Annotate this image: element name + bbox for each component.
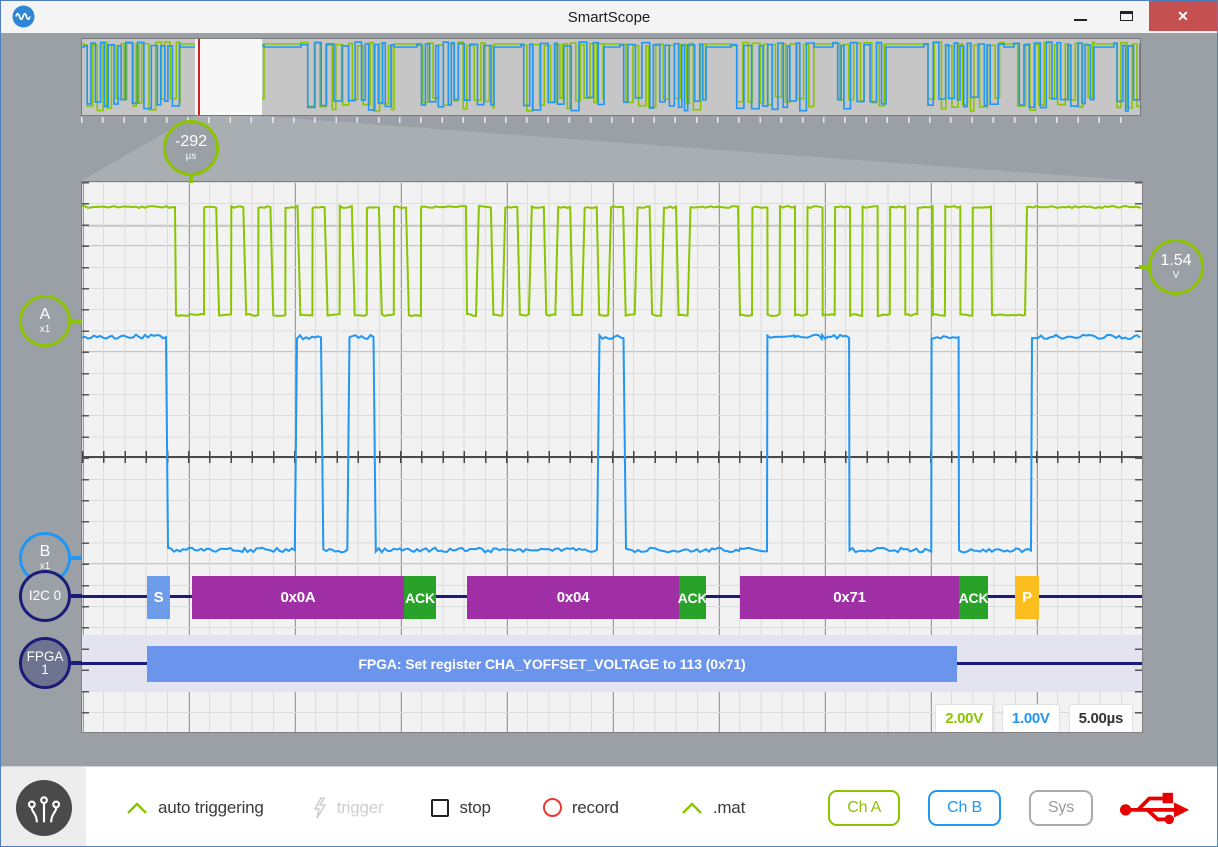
i2c-badge-arm (71, 594, 82, 598)
waveform-ch-b[interactable] (82, 332, 1141, 555)
viewport-selection[interactable] (195, 39, 262, 115)
acquisition-overview-strip[interactable] (81, 38, 1141, 116)
record-button[interactable]: record (542, 798, 619, 818)
fpga-badge-arm (71, 661, 82, 665)
waveform-grid: S 0x0A ACK 0x04 ACK 0x71 ACK P FPGA: Set regist… (81, 181, 1143, 733)
app-logo-icon (12, 5, 35, 28)
fpga-decoded-message: FPGA: Set register CHA_YOFFSET_VOLTAGE t… (147, 646, 957, 682)
fpga-decoder-badge[interactable]: FPGA 1 (19, 637, 71, 689)
i2c-decoder-badge[interactable]: I2C 0 (19, 570, 71, 622)
window-title: SmartScope (567, 8, 651, 26)
i2c-packet-0x0a: 0x0A (192, 576, 404, 619)
channel-a-menu-button[interactable]: Ch A (828, 789, 901, 826)
trigger-time-badge[interactable]: -292 µs (163, 120, 219, 176)
i2c-packet-ack: ACK (959, 576, 989, 619)
stop-button[interactable]: stop (431, 798, 491, 818)
ch-a-badge-arm (71, 319, 82, 323)
i2c-packet-0x71: 0x71 (740, 576, 959, 619)
right-edge-ticks (1135, 182, 1142, 732)
waveform-ch-a[interactable] (82, 204, 1142, 318)
labnation-logo-icon (15, 779, 72, 836)
close-button[interactable]: ✕ (1149, 1, 1217, 31)
voltage-badge-stem (1139, 265, 1149, 269)
titlebar: SmartScope ✕ (1, 1, 1217, 33)
ch-a-volts-per-div[interactable]: 2.00V (935, 704, 993, 732)
left-edge-ticks (82, 182, 89, 732)
voltage-readout-badge[interactable]: 1.54 V (1148, 239, 1204, 295)
auto-triggering-button[interactable]: auto triggering (126, 798, 264, 818)
record-icon (542, 798, 562, 817)
time-badge-stem (189, 175, 193, 183)
i2c-packet-0x04: 0x04 (467, 576, 679, 619)
maximize-button[interactable] (1103, 1, 1149, 31)
ch-b-badge-arm (71, 556, 82, 560)
i2c-packet-ack: ACK (404, 576, 436, 619)
bottom-toolbar: auto triggering trigger stop record .mat… (1, 766, 1217, 846)
center-axis-ticks (82, 451, 1142, 463)
overview-tick-ruler (81, 117, 1141, 123)
scale-readouts: 2.00V 1.00V 5.00µs (935, 704, 1133, 732)
scope-main-area: S 0x0A ACK 0x04 ACK 0x71 ACK P FPGA: Set regist… (1, 33, 1217, 766)
system-menu-button[interactable]: Sys (1028, 789, 1093, 826)
lightning-icon (313, 796, 327, 818)
rising-edge-icon (681, 801, 702, 814)
mat-export-button[interactable]: .mat (681, 798, 745, 818)
i2c-packet-p: P (1015, 576, 1039, 619)
i2c-packet-ack: ACK (678, 576, 708, 619)
channel-b-menu-button[interactable]: Ch B (928, 789, 1001, 826)
minimize-button[interactable] (1057, 1, 1103, 31)
trigger-position-line (198, 39, 200, 115)
trigger-button[interactable]: trigger (312, 796, 384, 819)
ch-b-volts-per-div[interactable]: 1.00V (1001, 704, 1060, 732)
i2c-packet-s: S (147, 576, 170, 619)
rising-edge-icon (127, 801, 147, 814)
menu-logo-button[interactable] (1, 767, 86, 846)
time-per-div[interactable]: 5.00µs (1068, 704, 1133, 732)
channel-a-badge[interactable]: A x1 (19, 295, 71, 347)
stop-checkbox[interactable] (431, 798, 450, 817)
usb-connection-icon[interactable] (1119, 787, 1191, 829)
